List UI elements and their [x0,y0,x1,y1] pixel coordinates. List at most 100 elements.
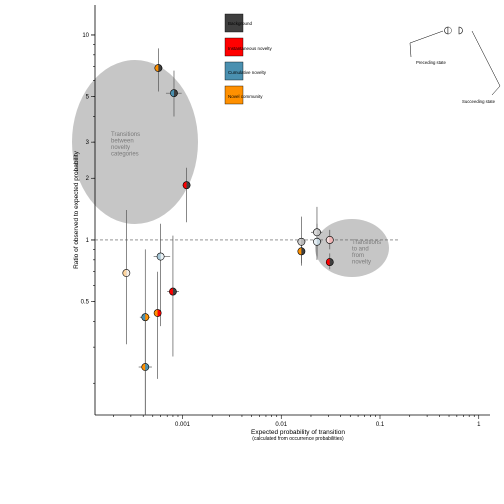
x-axis-title: Expected probability of transition [251,429,345,436]
point-outline [141,313,150,322]
point-succeeding-half [172,287,177,296]
data-point [313,237,321,246]
inset-preceding-half [444,26,449,35]
between-categories-label: Transitions between novelty categories [111,132,142,158]
legend-swatch-instantaneous [224,37,244,57]
between-categories-line-4: categories [111,152,139,158]
point-outline [122,269,131,277]
legend: Background Instantaneous novelty Cumulat… [224,13,273,105]
data-point [153,309,162,317]
point-succeeding-half [301,247,306,255]
point-outline [153,309,162,317]
point-outline [182,181,191,190]
point-outline [297,237,306,246]
x-tick-label: 1 [477,422,481,428]
legend-swatch-cumulative [224,61,244,81]
inset-key: Preceding state Succeeding state [409,26,501,104]
point-preceding-half [122,269,127,277]
data-point [182,181,191,190]
x-tick-label: 0.001 [175,422,191,428]
point-preceding-half [141,313,146,321]
y-tick-label: 2 [86,176,90,182]
point-succeeding-half [157,309,162,317]
point-preceding-half [313,228,317,236]
point-preceding-half [182,181,187,189]
point-preceding-half [170,89,174,97]
point-outline [313,228,321,237]
point-preceding-half [326,236,330,244]
data-point [141,313,150,322]
y-tick-label: 3 [86,140,90,146]
x-axis-ticks: 0.001 0.01 0.1 1 [113,415,481,428]
data-points [122,64,334,371]
legend-label-novel-community: Novel community [228,94,263,99]
between-categories-blob [72,60,198,224]
point-outline [170,89,178,98]
inset-succeeding-label: Succeeding state [462,99,496,104]
between-categories-line-2: between [111,139,134,145]
y-tick-label: 10 [82,33,89,39]
point-preceding-half [313,238,317,246]
data-point [325,258,334,266]
point-succeeding-half [316,228,321,236]
point-outline [297,247,306,256]
data-point [156,252,165,261]
to-from-line-4: novelty [352,260,371,266]
point-preceding-half [169,287,173,296]
to-from-line-1: Transitions [352,240,381,246]
point-preceding-half [154,64,159,72]
inset-preceding-half-right [447,26,452,35]
point-succeeding-half [160,252,165,261]
legend-swatch-background [224,13,244,33]
inset-preceding-arrow [409,30,444,58]
point-succeeding-half [329,236,334,244]
data-point [313,228,321,237]
point-outline [156,252,165,261]
point-succeeding-half [329,258,334,266]
point-outline [154,64,163,72]
point-preceding-half [156,252,161,261]
point-outline [169,287,177,296]
inset-succeeding-arrow [471,30,501,96]
point-preceding-half [141,363,146,371]
to-from-line-2: to and [352,247,369,253]
data-point [297,247,306,256]
y-axis-ticks: 0.5 1 2 3 5 10 [81,33,95,384]
data-point [170,89,178,98]
point-succeeding-half [316,238,321,246]
y-tick-label: 0.5 [81,300,90,306]
data-point [122,269,131,277]
to-from-line-3: from [352,253,364,259]
point-preceding-half [297,247,302,255]
x-axis-subtitle: (calculated from occurrence probabilitie… [252,436,344,442]
point-succeeding-half [158,64,162,72]
point-succeeding-half [301,238,306,246]
data-point [154,64,163,72]
y-tick-label: 5 [86,95,90,101]
data-point [169,287,177,296]
x-tick-label: 0.01 [275,422,287,428]
point-succeeding-half [145,313,149,321]
point-preceding-half [297,238,302,246]
point-outline [325,258,334,266]
inset-succeeding-half [458,26,463,35]
legend-label-background: Background [228,21,253,26]
point-outline [325,236,334,244]
inset-preceding-label: Preceding state [416,60,446,65]
point-succeeding-half [126,269,130,277]
point-succeeding-half [186,181,191,189]
data-point [325,236,334,244]
y-axis-title: Ratio of observed to expected probabilit… [73,150,80,269]
point-preceding-half [326,258,330,266]
point-succeeding-half [173,89,178,97]
y-tick-label: 1 [86,238,90,244]
point-outline [141,363,150,371]
point-outline [313,237,321,246]
to-from-novelty-label: Transitions to and from novelty [352,240,383,266]
x-tick-label: 0.1 [376,422,385,428]
data-point [297,237,306,246]
point-preceding-half [154,309,158,317]
legend-swatch-novel-community [224,85,244,105]
point-succeeding-half [145,363,149,371]
